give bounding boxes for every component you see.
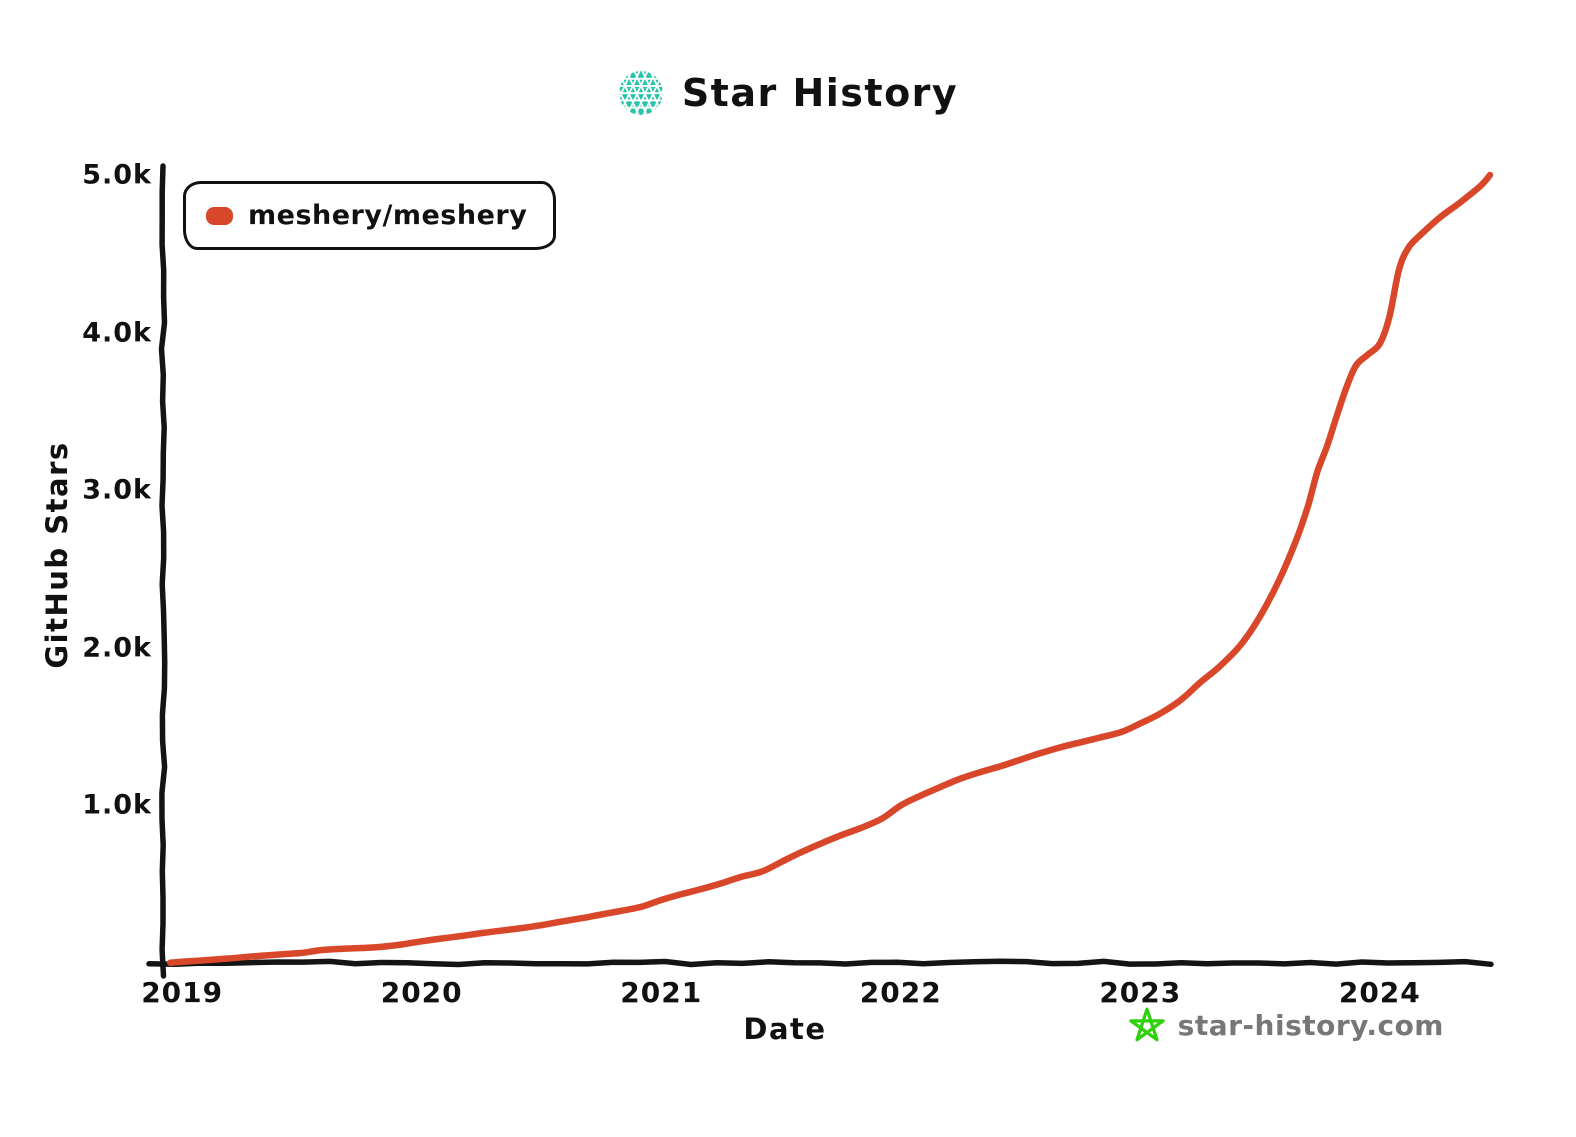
x-tick-label: 2020 (380, 976, 463, 1009)
x-tick-label: 2023 (1099, 976, 1182, 1009)
watermark: star-history.com (1128, 1006, 1444, 1044)
y-axis-title: GitHub Stars (40, 441, 74, 669)
y-tick-label: 1.0k (82, 789, 152, 821)
series-line-meshery/meshery (166, 171, 1494, 966)
watermark-link[interactable]: star-history.com (1177, 1008, 1444, 1042)
page-title: Star History (681, 71, 959, 115)
y-tick-label: 5.0k (82, 159, 152, 191)
legend: meshery/meshery (183, 181, 557, 250)
chart-header: Star History (0, 70, 1576, 116)
y-tick-label: 2.0k (82, 632, 152, 664)
x-tick-label: 2024 (1338, 976, 1421, 1009)
star-icon (1128, 1006, 1166, 1044)
star-history-logo-icon (618, 70, 664, 116)
x-tick-label: 2022 (859, 976, 942, 1009)
x-tick-label: 2021 (620, 976, 703, 1009)
x-tick-label: 2019 (141, 976, 224, 1009)
y-tick-label: 3.0k (82, 474, 152, 506)
legend-series-label: meshery/meshery (248, 200, 528, 231)
x-axis-title: Date (743, 1012, 827, 1046)
legend-series-marker (206, 206, 233, 225)
y-tick-label: 4.0k (82, 317, 152, 349)
